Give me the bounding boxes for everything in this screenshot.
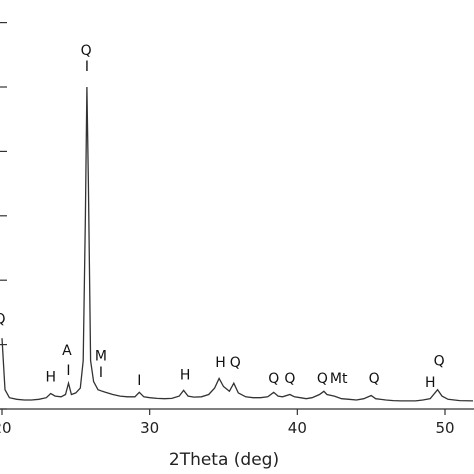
peak-label-1: Q xyxy=(81,43,92,59)
x-axis-title: 2Theta (deg) xyxy=(169,450,279,470)
peak-label-6: M xyxy=(95,349,107,365)
peak-label-9: H xyxy=(180,367,191,383)
x-tick-label-0: 20 xyxy=(0,419,12,437)
peak-annotations: QQIHAIMIIHHQQQQMtQHQ xyxy=(0,43,445,391)
x-tick-label-3: 50 xyxy=(435,419,454,437)
peak-label-5: I xyxy=(66,363,70,379)
peak-label-16: Q xyxy=(369,371,380,387)
peak-label-0: Q xyxy=(0,312,6,328)
peak-label-7: I xyxy=(99,365,103,381)
peak-label-4: A xyxy=(62,343,72,359)
peak-label-11: Q xyxy=(230,355,241,371)
diffraction-pattern-line xyxy=(1,86,474,402)
x-tick-label-2: 40 xyxy=(288,419,307,437)
peak-label-8: I xyxy=(137,373,141,389)
y-axis-ticks xyxy=(0,22,7,410)
peak-label-15: Mt xyxy=(330,371,348,387)
peak-label-2: I xyxy=(85,59,89,75)
peak-label-10: H xyxy=(215,355,226,371)
peak-label-3: H xyxy=(45,370,56,386)
x-tick-label-1: 30 xyxy=(140,419,159,437)
peak-label-17: H xyxy=(425,375,436,391)
peak-label-14: Q xyxy=(317,371,328,387)
x-axis-ticks: 20 30 40 50 xyxy=(0,409,455,437)
peak-label-18: Q xyxy=(434,354,445,370)
peak-label-12: Q xyxy=(268,371,279,387)
peak-label-13: Q xyxy=(284,371,295,387)
